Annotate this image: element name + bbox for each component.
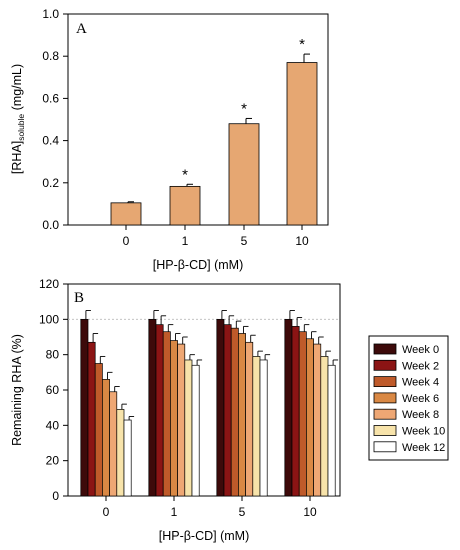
legend-label: Week 6	[402, 393, 439, 405]
panel-b-bar	[102, 379, 110, 497]
panel-b-bar	[216, 318, 225, 497]
panel-b-bar	[306, 338, 314, 497]
panel-b-x-axis-title: [HP-β-CD] (mM)	[159, 529, 250, 543]
panel-b-y-tick-label: 120	[39, 277, 59, 291]
legend-swatch	[373, 408, 397, 420]
panel-b-bar	[116, 409, 125, 497]
legend-swatch	[373, 441, 397, 453]
panel-b-bar	[170, 340, 178, 497]
panel-a-letter: A	[76, 21, 87, 37]
panel-b-x-axis: 0 1 5 10	[103, 496, 317, 519]
panel-a-x-axis-title: [HP-β-CD] (mM)	[153, 258, 244, 272]
panel-b-bar	[245, 341, 254, 497]
legend-label: Week 8	[402, 409, 439, 421]
panel-b-bar	[191, 364, 200, 497]
panel-a-y-tick-label: 0.6	[42, 91, 59, 105]
panel-b-y-tick-label: 60	[46, 383, 60, 397]
legend-swatch	[373, 359, 397, 371]
panel-b-y-axis-title: Remaining RHA (%)	[10, 334, 24, 446]
panel-a-bar	[110, 202, 142, 226]
panel-b-bar	[313, 343, 322, 497]
panel-b-bar	[291, 326, 300, 497]
legend-label: Week 0	[402, 344, 439, 356]
panel-a-x-tick-label: 5	[241, 234, 248, 248]
panel-b-bar	[123, 419, 132, 497]
panel-a-y-tick-label: 0.2	[42, 176, 59, 190]
panel-b-y-tick-label: 100	[39, 312, 59, 326]
panel-b-bar	[284, 318, 293, 497]
panel-b-bar	[87, 341, 96, 497]
panel-a-bar	[169, 185, 201, 226]
panel-a-y-tick-label: 0.4	[42, 134, 59, 148]
panel-b-letter: B	[74, 290, 84, 306]
legend-label: Week 4	[402, 377, 439, 389]
panel-b-bar	[230, 327, 239, 497]
panel-b-bar	[223, 324, 232, 497]
panel-b-x-tick-label: 10	[303, 505, 317, 519]
panel-a-y-axis: 0.0 0.2 0.4 0.6 0.8 1.0	[42, 7, 68, 232]
legend-swatch	[373, 343, 397, 355]
significance-marker: *	[299, 36, 305, 53]
panel-b: B 0 20 40 60 80 100 120 0 1 5 10 [HP-β-CD] (mM) R…	[10, 277, 449, 543]
significance-marker: *	[182, 166, 188, 183]
panel-b-bar	[320, 356, 329, 497]
panel-a-x-tick-label: 1	[182, 234, 189, 248]
panel-a-y-axis-title: [RHA]soluble (mg/mL)	[10, 64, 26, 174]
panel-b-bar	[162, 331, 171, 497]
panel-b-y-tick-label: 0	[52, 489, 59, 503]
panel-a-x-tick-label: 0	[123, 234, 130, 248]
panel-a-bar	[286, 62, 318, 226]
panel-b-x-tick-label: 5	[239, 505, 246, 519]
panel-b-bars	[80, 310, 339, 497]
legend-swatch	[373, 425, 397, 436]
panel-b-bar	[298, 331, 307, 497]
panel-b-bar	[238, 333, 246, 497]
panel-b-y-axis: 0 20 40 60 80 100 120	[39, 277, 68, 503]
panel-b-y-tick-label: 40	[46, 418, 60, 432]
panel-a-bar	[228, 123, 260, 226]
panel-b-bar	[252, 356, 261, 497]
panel-b-y-tick-label: 80	[46, 348, 60, 362]
panel-b-bar	[94, 363, 103, 497]
panel-a-x-tick-label: 10	[295, 234, 309, 248]
significance-marker: *	[241, 100, 247, 117]
legend-swatch	[373, 392, 397, 404]
panel-b-bar	[177, 343, 186, 497]
panel-a-bars: * * *	[110, 36, 318, 226]
panel-b-x-tick-label: 1	[171, 505, 178, 519]
panel-a: A 0.0 0.2 0.4 0.6 0.8 1.0 0 1 5 10 * * * [HP-β-CD]…	[10, 7, 329, 272]
panel-b-bar	[155, 324, 164, 497]
panel-b-bar	[327, 364, 336, 497]
panel-a-x-axis: 0 1 5 10	[123, 225, 309, 248]
panel-b-bar	[148, 318, 157, 497]
panel-a-y-tick-label: 1.0	[42, 7, 59, 21]
panel-b-bar	[259, 359, 268, 497]
panel-a-y-tick-label: 0.0	[42, 218, 59, 232]
legend-swatch	[373, 376, 397, 388]
panel-a-y-tick-label: 0.8	[42, 49, 59, 63]
panel-b-bar	[184, 359, 193, 497]
panel-b-y-tick-label: 20	[46, 454, 60, 468]
panel-b-legend: Week 0 Week 2 Week 4 Week 6 Week 8 Week 10 Wee…	[368, 335, 449, 461]
legend-label: Week 12	[402, 442, 445, 454]
panel-b-bar	[109, 391, 118, 497]
legend-label: Week 10	[402, 426, 445, 438]
panel-b-x-tick-label: 0	[103, 505, 110, 519]
legend-label: Week 2	[402, 360, 439, 372]
panel-b-bar	[80, 318, 89, 497]
